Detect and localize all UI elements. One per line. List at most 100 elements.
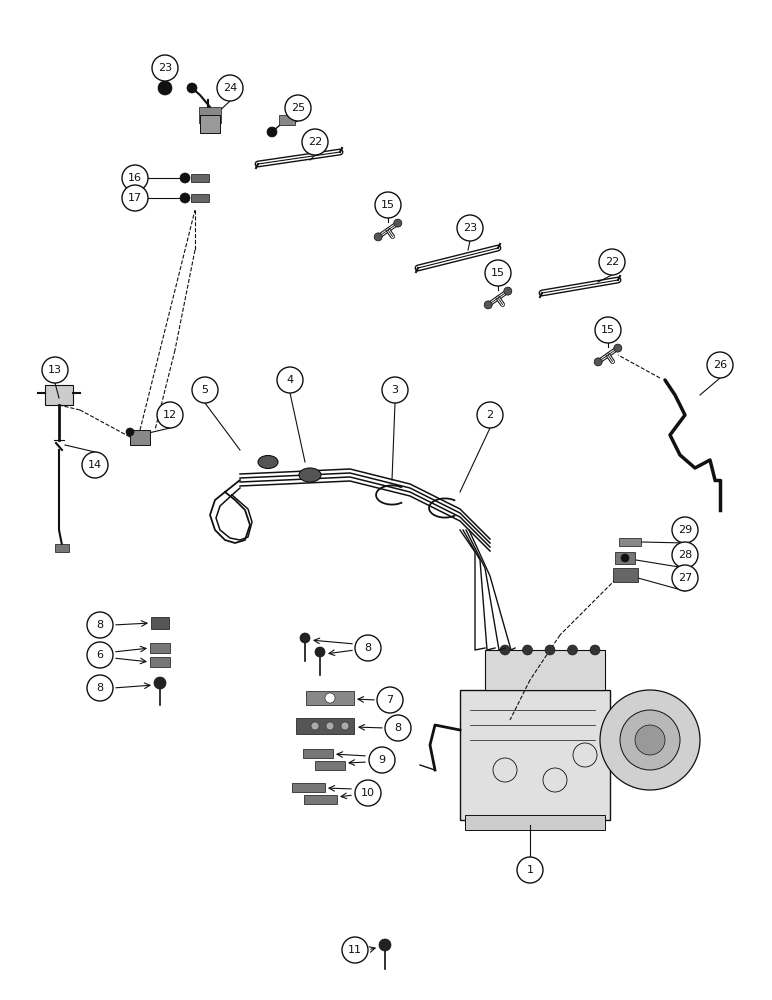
Circle shape — [87, 642, 113, 668]
Circle shape — [355, 780, 381, 806]
Circle shape — [500, 645, 510, 655]
Circle shape — [180, 193, 190, 203]
Bar — [279, 115, 295, 125]
Circle shape — [300, 633, 310, 643]
Circle shape — [672, 565, 698, 591]
Text: 29: 29 — [678, 525, 692, 535]
Text: 22: 22 — [605, 257, 619, 267]
Bar — [460, 690, 610, 820]
Circle shape — [457, 215, 483, 241]
Text: 22: 22 — [308, 137, 322, 147]
Text: 23: 23 — [158, 63, 172, 73]
Text: 23: 23 — [463, 223, 477, 233]
Circle shape — [620, 710, 680, 770]
Circle shape — [192, 377, 218, 403]
Circle shape — [187, 83, 197, 93]
Circle shape — [374, 233, 382, 241]
Bar — [292, 782, 324, 792]
Text: 12: 12 — [163, 410, 177, 420]
Bar — [150, 643, 170, 653]
Circle shape — [394, 219, 402, 227]
Circle shape — [87, 612, 113, 638]
Circle shape — [382, 377, 408, 403]
Circle shape — [594, 358, 602, 366]
Bar — [55, 544, 69, 552]
Circle shape — [158, 81, 172, 95]
Bar — [303, 748, 333, 758]
Circle shape — [595, 317, 621, 343]
Circle shape — [600, 690, 700, 790]
Text: 27: 27 — [678, 573, 692, 583]
Text: 13: 13 — [48, 365, 62, 375]
Circle shape — [672, 517, 698, 543]
Circle shape — [567, 645, 577, 655]
Circle shape — [285, 95, 311, 121]
Circle shape — [82, 452, 108, 478]
Text: 8: 8 — [364, 643, 371, 653]
Text: 2: 2 — [486, 410, 493, 420]
Text: 28: 28 — [678, 550, 692, 560]
Circle shape — [157, 402, 183, 428]
Bar — [465, 815, 605, 830]
Circle shape — [154, 677, 166, 689]
Circle shape — [599, 249, 625, 275]
Text: 24: 24 — [223, 83, 237, 93]
Text: 14: 14 — [88, 460, 102, 470]
Circle shape — [517, 857, 543, 883]
Text: 6: 6 — [96, 650, 103, 660]
Circle shape — [341, 722, 349, 730]
Circle shape — [377, 687, 403, 713]
Text: 8: 8 — [96, 620, 103, 630]
Circle shape — [485, 260, 511, 286]
Bar — [199, 107, 221, 123]
Circle shape — [621, 554, 629, 562]
Text: 5: 5 — [201, 385, 208, 395]
Circle shape — [477, 402, 503, 428]
Bar — [151, 617, 169, 629]
Circle shape — [326, 722, 334, 730]
Circle shape — [523, 645, 533, 655]
Circle shape — [277, 367, 303, 393]
Text: 4: 4 — [286, 375, 293, 385]
Circle shape — [375, 192, 401, 218]
Circle shape — [369, 747, 395, 773]
Text: 11: 11 — [348, 945, 362, 955]
Text: 15: 15 — [601, 325, 615, 335]
Bar — [191, 194, 209, 202]
Text: 7: 7 — [387, 695, 394, 705]
Bar — [191, 174, 209, 182]
Bar — [612, 568, 638, 582]
Text: 8: 8 — [96, 683, 103, 693]
Circle shape — [635, 725, 665, 755]
Circle shape — [545, 645, 555, 655]
Circle shape — [126, 428, 134, 436]
Text: 8: 8 — [394, 723, 401, 733]
Bar — [315, 760, 345, 770]
Bar — [45, 385, 73, 405]
Bar — [303, 794, 337, 804]
Bar — [150, 657, 170, 667]
Bar — [200, 115, 220, 133]
Text: 3: 3 — [391, 385, 398, 395]
Text: 25: 25 — [291, 103, 305, 113]
Circle shape — [87, 675, 113, 701]
Bar — [130, 430, 150, 445]
Text: 16: 16 — [128, 173, 142, 183]
Circle shape — [315, 647, 325, 657]
Text: 1: 1 — [527, 865, 533, 875]
Text: 9: 9 — [378, 755, 385, 765]
Ellipse shape — [258, 456, 278, 468]
Circle shape — [484, 301, 493, 309]
Circle shape — [355, 635, 381, 661]
Circle shape — [267, 127, 277, 137]
Circle shape — [379, 939, 391, 951]
Circle shape — [504, 287, 512, 295]
Circle shape — [614, 344, 621, 352]
Circle shape — [302, 129, 328, 155]
Text: 15: 15 — [381, 200, 395, 210]
Text: 15: 15 — [491, 268, 505, 278]
Circle shape — [342, 937, 368, 963]
Circle shape — [122, 185, 148, 211]
Circle shape — [385, 715, 411, 741]
Text: 17: 17 — [128, 193, 142, 203]
